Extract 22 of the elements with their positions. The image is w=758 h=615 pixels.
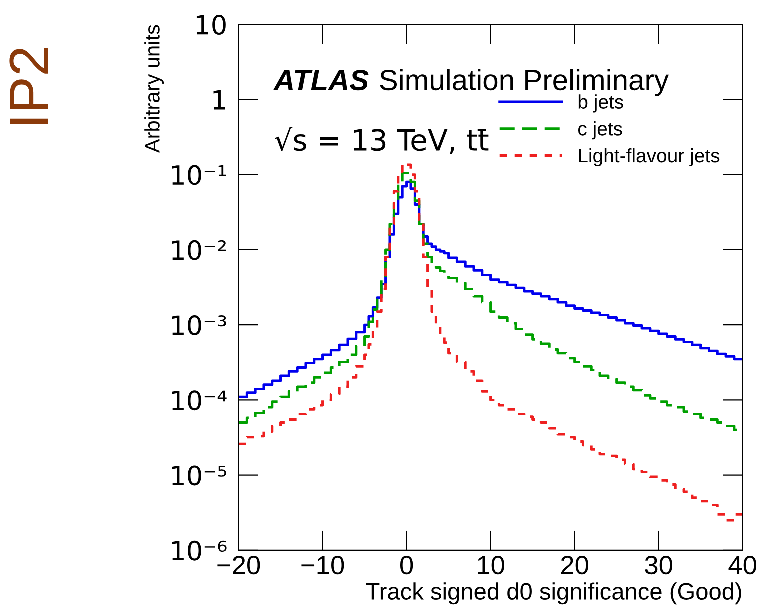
x-tick-label: 0 <box>400 556 414 575</box>
x-tick-label: 40 <box>728 556 756 575</box>
x-tick-label: 20 <box>561 556 588 575</box>
y-axis-title: Arbitrary units <box>144 25 164 154</box>
annotation: Simulation Preliminary <box>380 69 669 96</box>
legend-label: b jets <box>578 94 624 113</box>
y-tick-label: 10⁻³ <box>172 316 226 336</box>
x-axis-title: Track signed d0 significance (Good) <box>366 582 742 605</box>
annotation: √s = 13 TeV, tt̄ <box>274 127 489 154</box>
annotation: ATLAS <box>273 70 369 91</box>
y-tick-label: 10 <box>196 15 226 35</box>
x-tick-label: 30 <box>645 556 672 575</box>
x-tick-label: 10 <box>478 556 504 575</box>
text: IP2 <box>10 48 48 124</box>
legend-label: c jets <box>578 122 622 140</box>
y-tick-label: 10⁻⁴ <box>172 390 227 411</box>
y-tick-label: 10⁻⁵ <box>172 466 226 486</box>
y-tick-label: 10⁻¹ <box>172 165 226 186</box>
legend-label: Light-flavour jets <box>579 148 720 167</box>
y-tick-label: 10⁻² <box>172 240 226 260</box>
y-tick-label: 1 <box>214 90 226 110</box>
x-tick-label: −10 <box>302 556 344 575</box>
